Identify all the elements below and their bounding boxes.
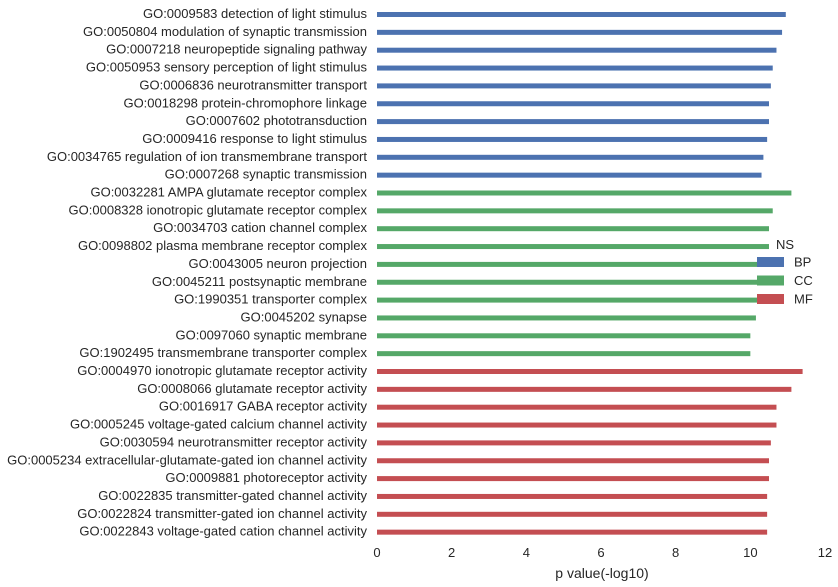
category-label: GO:0032281 AMPA glutamate receptor compl… [90,185,367,200]
category-label: GO:0034765 regulation of ion transmembra… [47,149,368,164]
legend-label-cc: CC [794,273,813,288]
legend-label-mf: MF [794,292,813,307]
category-label: GO:0022843 voltage-gated cation channel … [79,524,367,539]
bar-cc [377,297,762,303]
bars-layer [377,12,803,535]
bar-cc [377,351,751,357]
category-label: GO:0007268 synaptic transmission [165,167,367,182]
category-label: GO:0009583 detection of light stimulus [143,6,368,21]
bar-mf [377,511,768,517]
category-label: GO:1902495 transmembrane transporter com… [79,345,367,360]
category-label: GO:0005245 voltage-gated calcium channel… [70,417,368,432]
legend-items: BP CC MF [757,255,813,307]
bar-bp [377,65,773,71]
category-label: GO:0050953 sensory perception of light s… [86,60,368,75]
category-label: GO:0018298 protein-chromophore linkage [123,95,367,110]
legend-swatch-mf [757,294,784,304]
category-label: GO:0045202 synapse [241,309,367,324]
bar-cc [377,244,769,250]
bar-mf [377,458,769,464]
bar-cc [377,226,769,232]
category-label: GO:0034703 cation channel complex [153,220,367,235]
bar-cc [377,190,792,196]
bar-mf [377,529,768,535]
category-label: GO:0004970 ionotropic glutamate receptor… [77,363,367,378]
bar-bp [377,101,769,107]
bar-bp [377,172,762,178]
category-label: GO:0030594 neurotransmitter receptor act… [100,434,368,449]
bar-cc [377,261,768,267]
legend-swatch-bp [757,257,784,267]
bar-bp [377,154,764,160]
category-label: GO:0022835 transmitter-gated channel act… [98,488,367,503]
category-label: GO:0043005 neuron projection [188,256,367,271]
category-label: GO:0097060 synaptic membrane [176,327,368,342]
category-label: GO:0008066 glutamate receptor activity [137,381,367,396]
bar-cc [377,208,773,214]
category-label: GO:0008328 ionotropic glutamate receptor… [69,202,368,217]
bar-cc [377,333,751,339]
category-label: GO:0098802 plasma membrane receptor comp… [78,238,368,253]
x-axis-title: p value(-log10) [555,565,648,581]
bar-mf [377,440,771,446]
bar-bp [377,29,783,35]
category-label: GO:0009881 photoreceptor activity [165,470,367,485]
x-tick-label: 4 [523,545,530,560]
category-label: GO:1990351 transporter complex [174,292,367,307]
bar-bp [377,136,768,142]
bar-mf [377,422,777,428]
category-label: GO:0016917 GABA receptor activity [159,399,368,414]
category-label: GO:0009416 response to light stimulus [142,131,367,146]
x-tick-label: 12 [818,545,832,560]
x-tick-label: 0 [373,545,380,560]
legend: NS BP CC MF [757,237,813,307]
bar-bp [377,12,786,17]
x-axis-ticks: 0 2 4 6 8 10 12 [373,545,832,560]
bar-cc [377,279,762,285]
x-tick-label: 6 [597,545,604,560]
bar-bp [377,119,769,125]
category-label: GO:0007218 neuropeptide signaling pathwa… [106,42,367,57]
legend-swatch-cc [757,275,784,286]
category-label: GO:0045211 postsynaptic membrane [152,274,367,289]
bar-cc [377,315,756,321]
legend-title: NS [776,237,794,252]
bar-mf [377,369,803,374]
category-labels: GO:0009583 detection of light stimulus GO… [7,6,367,539]
legend-label-bp: BP [794,255,811,270]
category-label: GO:0005234 extracellular-glutamate-gated… [7,452,367,467]
category-label: GO:0022824 transmitter-gated ion channel… [77,506,367,521]
category-label: GO:0006836 neurotransmitter transport [139,77,367,92]
x-tick-label: 8 [672,545,679,560]
category-label: GO:0007602 phototransduction [186,113,367,128]
x-tick-label: 10 [743,545,757,560]
category-label: GO:0050804 modulation of synaptic transm… [83,24,367,39]
bar-mf [377,386,792,392]
bar-mf [377,493,768,499]
x-tick-label: 2 [448,545,455,560]
bar-mf [377,404,777,410]
bar-bp [377,83,771,89]
bar-mf [377,476,769,482]
bar-bp [377,47,777,53]
